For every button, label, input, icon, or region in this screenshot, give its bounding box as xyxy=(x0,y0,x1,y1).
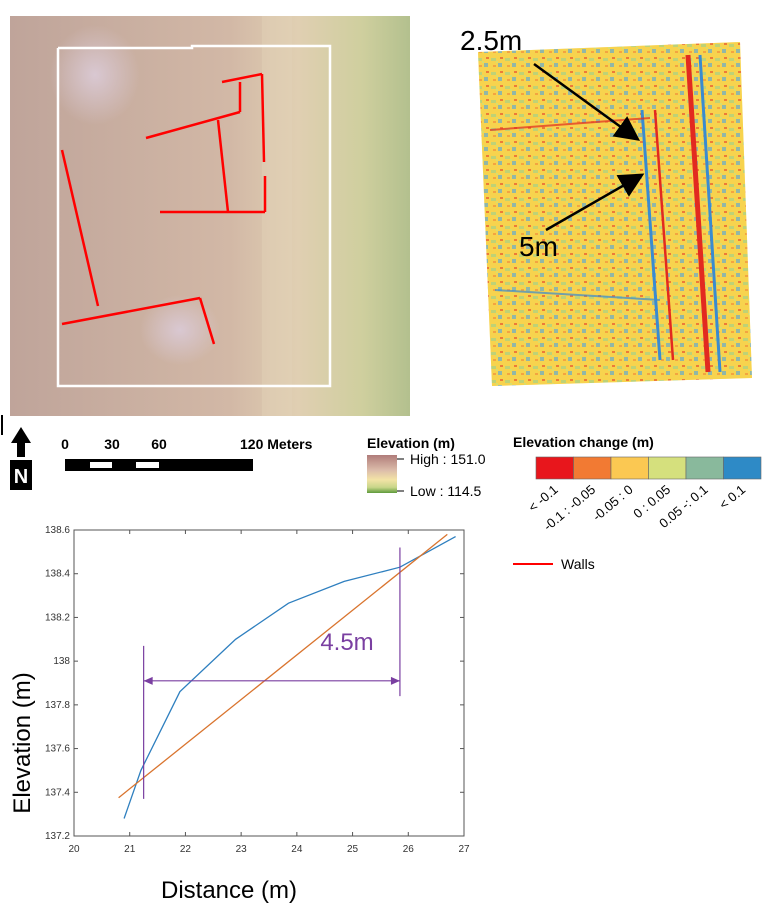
profile-chart: 20 21 22 23 24 25 26 27 137.2 137.4 137.6 137.8 138… xyxy=(9,525,470,904)
y-axis-label: Elevation (m) xyxy=(9,672,36,813)
legend-change-class-label: < 0.1 xyxy=(716,482,748,512)
x-tick-label: 25 xyxy=(347,844,359,855)
x-tick-label: 21 xyxy=(124,844,136,855)
legend-row: N 0 30 60 120 Meters Elevation (m) High … xyxy=(1,415,762,572)
change-feature xyxy=(494,289,661,301)
y-tick-label: 138.4 xyxy=(45,569,70,580)
x-tick-label: 23 xyxy=(236,844,248,855)
annotation-arrow-right xyxy=(390,676,400,685)
legend-change-swatch xyxy=(723,456,762,480)
north-arrow-icon xyxy=(11,427,31,457)
x-tick-label: 20 xyxy=(68,844,80,855)
annotation-arrow xyxy=(545,173,645,232)
y-tick-label: 138.6 xyxy=(45,525,70,536)
y-tick-label: 138.2 xyxy=(45,612,70,623)
annotation-label-5m: 5m xyxy=(519,231,558,262)
x-tick-label: 27 xyxy=(458,844,470,855)
series-line-fit xyxy=(118,533,448,799)
plot-area xyxy=(73,529,465,837)
change-raster xyxy=(478,42,752,386)
legend-change-swatch xyxy=(535,456,574,480)
legend-change-swatch xyxy=(685,456,724,480)
annotation-label: 4.5m xyxy=(320,629,373,656)
legend-change-title: Elevation change (m) xyxy=(513,434,654,450)
terrain-road xyxy=(262,16,292,416)
walls xyxy=(60,72,267,345)
scale-bar-segment xyxy=(136,462,159,468)
y-tick-label: 137.4 xyxy=(45,787,70,798)
scale-bar: 0 30 60 120 Meters xyxy=(61,436,313,471)
scale-tick-0: 0 xyxy=(61,436,69,452)
annotation-arrow-left xyxy=(143,676,153,685)
y-tick-label: 137.6 xyxy=(45,744,70,755)
legend-elevation: Elevation (m) High : 151.0 Low : 114.5 xyxy=(367,435,486,499)
change-feature-wall xyxy=(640,109,662,361)
scale-bar-segment xyxy=(90,462,112,468)
north-label: N xyxy=(14,466,28,488)
x-axis-label: Distance (m) xyxy=(161,877,297,904)
legend-elevation-low: Low : 114.5 xyxy=(410,483,482,499)
annotation-label-2-5m: 2.5m xyxy=(460,25,522,56)
annotation-arrow xyxy=(533,62,641,141)
series-line-profile xyxy=(123,536,456,819)
legend-elevation-high: High : 151.0 xyxy=(410,451,486,467)
x-axis: 20 21 22 23 24 25 26 27 xyxy=(68,530,470,855)
y-tick-label: 138 xyxy=(53,656,70,667)
elevation-map xyxy=(10,16,410,416)
x-tick-label: 24 xyxy=(291,844,303,855)
y-tick-label: 137.2 xyxy=(45,831,70,842)
change-feature-road xyxy=(698,54,722,373)
legend-change-swatch xyxy=(573,456,612,480)
width-annotation: 4.5m xyxy=(143,547,401,799)
legend-change-swatch xyxy=(610,456,649,480)
north-arrow-box xyxy=(10,460,32,490)
scale-tick-120: 120 Meters xyxy=(240,436,313,452)
x-tick-label: 26 xyxy=(403,844,415,855)
legend-elevation-ramp xyxy=(367,455,397,493)
series-layer xyxy=(118,533,456,819)
legend-change-swatch xyxy=(648,456,687,480)
scale-tick-60: 60 xyxy=(151,436,167,452)
change-raster-tint xyxy=(478,42,752,386)
figure-top: 2.5m 5m xyxy=(10,16,752,416)
legend-walls-label: Walls xyxy=(561,556,595,572)
y-tick-label: 137.8 xyxy=(45,700,70,711)
legend-elevation-title: Elevation (m) xyxy=(367,435,455,451)
y-axis: 137.2 137.4 137.6 137.8 138 138.2 138.4 138.6 xyxy=(45,525,464,842)
legend-change-class-label: -0.05 : 0 xyxy=(589,482,635,524)
change-feature-wall xyxy=(653,109,675,361)
scale-tick-30: 30 xyxy=(104,436,120,452)
north-arrow: N xyxy=(1,415,32,490)
x-tick-label: 22 xyxy=(180,844,192,855)
terrain-hill xyxy=(50,25,140,125)
change-feature-road xyxy=(685,54,711,373)
terrain-hill xyxy=(140,295,220,365)
study-area-box xyxy=(56,44,332,388)
elevation-change-map: 2.5m 5m xyxy=(460,25,752,386)
